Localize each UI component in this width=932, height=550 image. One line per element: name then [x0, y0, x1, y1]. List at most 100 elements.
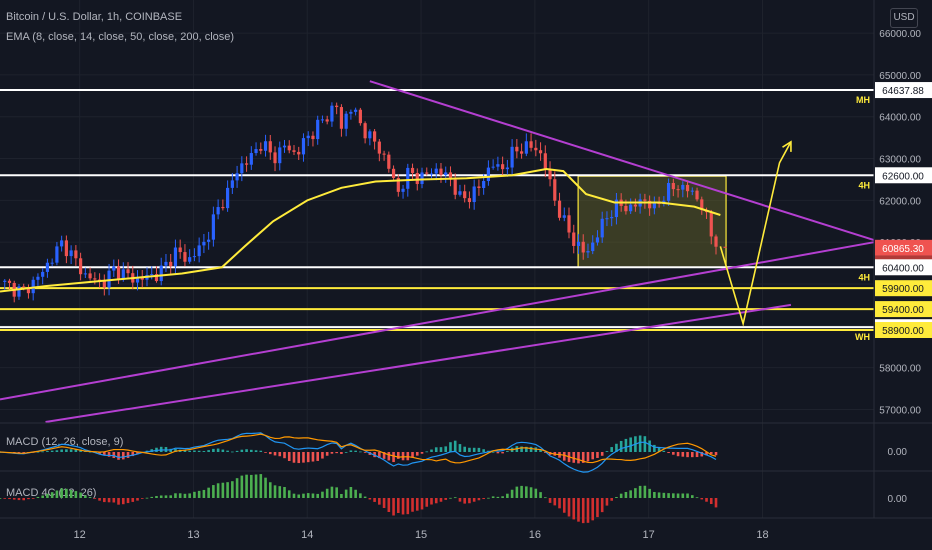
macd-histogram-bar: [529, 446, 533, 452]
candle-body: [164, 261, 168, 266]
macd4c-bar: [491, 496, 495, 498]
candle-body: [524, 141, 528, 154]
price-level-label: 60400.00: [882, 263, 924, 274]
macd-histogram-bar: [340, 452, 343, 454]
currency-button[interactable]: USD: [890, 8, 918, 28]
macd4c-bar: [235, 478, 239, 498]
candle-body: [453, 179, 457, 195]
macd-histogram-bar: [311, 452, 315, 462]
macd4c-bar: [482, 498, 485, 500]
macd4c-bar: [397, 498, 400, 513]
candle-body: [553, 179, 557, 201]
macd-histogram-bar: [434, 447, 438, 452]
candle-body: [60, 240, 64, 247]
candle-body: [501, 164, 505, 170]
price-level-tag: [875, 301, 932, 318]
macd4c-bar: [373, 498, 376, 502]
candle-body: [287, 145, 291, 151]
macd4c-bar: [136, 498, 139, 501]
candle-body: [282, 145, 287, 148]
macd-histogram-bar: [686, 452, 689, 458]
candle-body: [652, 201, 656, 209]
trendline: [0, 241, 875, 401]
macd4c-bar: [615, 497, 618, 498]
macd-histogram-bar: [207, 450, 210, 452]
macd-histogram-bar: [591, 452, 595, 460]
macd4c-bar: [591, 498, 595, 521]
time-tick-label: 14: [301, 529, 313, 541]
candle-body: [444, 172, 448, 176]
macd-histogram-bar: [638, 435, 642, 452]
macd4c-bar: [444, 498, 448, 500]
macd4c-bar: [572, 498, 576, 520]
macd-histogram-bar: [264, 452, 267, 453]
macd4c-bar: [529, 487, 533, 498]
macd-histogram-bar: [425, 451, 429, 453]
macd4c-bar: [183, 493, 187, 498]
macd4c-bar: [306, 493, 310, 498]
macd4c-bar: [610, 498, 613, 501]
candle-body: [363, 123, 367, 139]
macd-histogram-bar: [539, 449, 542, 452]
macd-histogram-bar: [449, 442, 452, 452]
macd-histogram-bar: [596, 452, 599, 458]
macd-histogram-bar: [506, 451, 509, 452]
candle-body: [425, 172, 429, 174]
candle-body: [259, 149, 263, 151]
candle-body: [240, 163, 244, 174]
candle-body: [439, 168, 443, 176]
candle-body: [330, 105, 334, 122]
macd-histogram-bar: [577, 452, 580, 464]
candle-body: [510, 146, 514, 168]
macd4c-bar: [501, 496, 504, 498]
price-level-tag: [875, 239, 932, 256]
candle-body: [714, 236, 718, 247]
macd4c-bar: [496, 496, 500, 498]
macd-histogram-bar: [354, 450, 357, 452]
macd-histogram-bar: [98, 452, 101, 455]
candle-body: [690, 190, 694, 192]
macd-zero-label: 0.00: [888, 447, 908, 458]
candle-body: [586, 251, 590, 253]
candle-body: [685, 184, 690, 192]
macd4c-bar: [430, 498, 433, 505]
ema-line: [0, 167, 721, 293]
price-level-label: 60865.30: [882, 244, 924, 255]
candle-body: [197, 245, 201, 257]
macd4c-bar: [449, 497, 452, 499]
price-level-tag: [875, 167, 932, 184]
macd-histogram-bar: [610, 447, 613, 452]
price-level-tag: [875, 280, 932, 297]
macd4c-bar: [145, 497, 149, 499]
candle-body: [543, 153, 547, 170]
macd4c-bar: [27, 498, 30, 500]
level-tag-wh: WH: [855, 332, 870, 342]
time-tick-label: 13: [187, 529, 199, 541]
macd4c-bar: [69, 489, 73, 498]
macd4c-bar: [344, 489, 348, 498]
macd-histogram-bar: [302, 452, 305, 463]
macd4c-bar: [463, 498, 466, 504]
candle-body: [55, 246, 59, 263]
candle-body: [69, 250, 73, 257]
macd-histogram-bar: [107, 452, 111, 457]
macd4c-bar: [88, 497, 92, 498]
candle-body: [529, 141, 533, 148]
candle-body: [254, 149, 258, 154]
macd4c-bar: [363, 496, 367, 498]
candle-body: [448, 172, 453, 180]
macd-histogram-bar: [453, 440, 457, 452]
macd-histogram-bar: [463, 446, 466, 452]
price-level-label: 62600.00: [882, 171, 924, 182]
candle-body: [643, 199, 647, 201]
chart-title: Bitcoin / U.S. Dollar, 1h, COINBASE: [6, 11, 183, 23]
candle-body: [216, 207, 220, 215]
macd4c-bar: [392, 498, 395, 516]
macd-histogram-bar: [420, 452, 424, 454]
candle-body: [515, 146, 519, 152]
macd4c-bar: [439, 498, 443, 502]
macd4c-bar: [259, 474, 263, 498]
macd-histogram-bar: [283, 452, 286, 459]
candle-body: [482, 181, 486, 188]
